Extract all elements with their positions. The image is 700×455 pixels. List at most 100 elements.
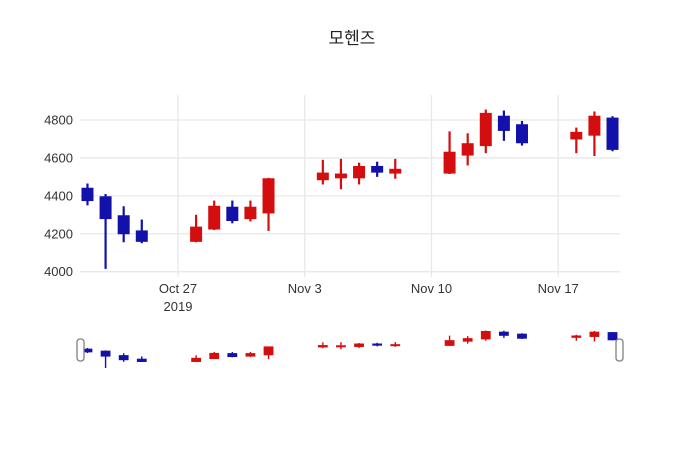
candle-body xyxy=(316,172,329,181)
candle-body xyxy=(99,196,112,220)
y-tick-label: 4600 xyxy=(44,150,73,165)
mini-candle-2019-11-01 xyxy=(263,346,274,360)
mini-candle-2019-11-08 xyxy=(390,342,401,347)
candle-2019-10-29[interactable] xyxy=(208,200,221,230)
candle-2019-11-04[interactable] xyxy=(316,159,329,185)
candle-2019-10-30[interactable] xyxy=(226,200,239,224)
mini-candle-2019-10-31 xyxy=(245,351,256,357)
candle-body xyxy=(606,117,619,150)
mini-candle-body xyxy=(571,335,582,338)
candle-body xyxy=(479,112,492,147)
mini-candle-body xyxy=(372,343,383,346)
rangeslider-right-handle[interactable] xyxy=(615,338,624,362)
mini-candle-body xyxy=(607,332,618,341)
candle-2019-10-28[interactable] xyxy=(190,214,203,243)
mini-candle-body xyxy=(100,350,111,357)
candle-2019-11-05[interactable] xyxy=(334,158,347,190)
candle-2019-10-24[interactable] xyxy=(117,206,130,243)
candle-2019-11-20[interactable] xyxy=(606,116,619,152)
candle-2019-10-31[interactable] xyxy=(244,200,257,222)
x-tick-label: Oct 27 xyxy=(159,281,197,296)
mini-candle-body xyxy=(317,345,328,348)
mini-candle-2019-11-07 xyxy=(372,342,383,347)
mini-candle-2019-11-20 xyxy=(607,332,618,341)
mini-candle-body xyxy=(263,346,274,356)
candle-body xyxy=(570,131,583,140)
mini-candle-body xyxy=(191,357,202,362)
candles-series[interactable] xyxy=(81,109,619,269)
plot-area[interactable] xyxy=(80,95,620,277)
mini-candle-2019-10-23 xyxy=(100,350,111,369)
mini-candle-2019-10-30 xyxy=(227,351,238,358)
mini-candle-2019-11-13 xyxy=(480,330,491,341)
mini-candle-body xyxy=(336,345,346,348)
candle-2019-11-12[interactable] xyxy=(461,133,474,166)
mini-candle-2019-10-29 xyxy=(209,351,220,360)
y-tick-label: 4400 xyxy=(44,188,73,203)
mini-candle-2019-10-25 xyxy=(136,356,147,363)
candle-2019-11-07[interactable] xyxy=(371,161,384,177)
gridlines xyxy=(80,95,620,277)
mini-candle-body xyxy=(245,353,256,357)
x-tick-label: Nov 17 xyxy=(538,281,579,296)
x-tick-label: Nov 10 xyxy=(411,281,452,296)
candle-body xyxy=(244,206,257,220)
mini-candle-2019-11-15 xyxy=(517,333,527,339)
mini-candle-body xyxy=(462,338,473,342)
candle-2019-10-25[interactable] xyxy=(135,219,148,244)
candle-body xyxy=(190,226,203,242)
candle-body xyxy=(389,168,402,174)
mini-candle-body xyxy=(517,333,527,339)
candle-body xyxy=(226,206,239,221)
candle-2019-11-13[interactable] xyxy=(479,109,492,154)
candle-body xyxy=(117,215,130,235)
mini-candle-body xyxy=(136,358,147,362)
rangeslider-left-handle[interactable] xyxy=(76,338,85,362)
mini-candle-body xyxy=(480,330,491,340)
candle-2019-10-23[interactable] xyxy=(99,193,112,269)
mini-candle-body xyxy=(390,344,401,347)
rangeslider-track[interactable] xyxy=(80,329,620,371)
rangeslider[interactable] xyxy=(76,329,624,371)
mini-candle-2019-11-18 xyxy=(571,334,582,341)
candle-body xyxy=(208,205,221,230)
mini-candle-body xyxy=(354,343,364,347)
mini-candle-body xyxy=(118,355,129,361)
x-tick-label: Nov 3 xyxy=(288,281,322,296)
mini-candle-2019-11-04 xyxy=(317,342,328,349)
candle-body xyxy=(81,187,94,202)
candle-2019-11-18[interactable] xyxy=(570,127,583,154)
candle-body xyxy=(135,230,148,242)
candle-body xyxy=(588,115,601,136)
y-axis-tick-labels: 4000 4200 4400 4600 4800 xyxy=(44,113,73,280)
candle-2019-11-19[interactable] xyxy=(588,111,601,157)
mini-candle-2019-11-11 xyxy=(444,335,455,346)
rangeslider-handles xyxy=(76,338,624,362)
candle-body xyxy=(353,165,366,179)
candle-2019-11-08[interactable] xyxy=(389,158,402,179)
y-tick-label: 4800 xyxy=(44,113,73,128)
candle-2019-11-06[interactable] xyxy=(353,162,366,185)
mini-candle-body xyxy=(589,331,600,337)
mini-candle-2019-11-19 xyxy=(589,330,600,342)
x-axis-tick-labels: Oct 27 2019 Nov 3 Nov 10 Nov 17 xyxy=(159,281,579,314)
y-tick-label: 4200 xyxy=(44,226,73,241)
candle-body xyxy=(443,151,456,174)
candle-body xyxy=(497,115,510,131)
mini-candle-body xyxy=(498,331,509,336)
mini-candle-body xyxy=(444,340,455,346)
candle-2019-11-01[interactable] xyxy=(262,177,275,231)
mini-candle-2019-11-05 xyxy=(336,342,346,350)
candle-body xyxy=(371,165,384,173)
candle-2019-11-15[interactable] xyxy=(515,120,528,146)
candle-2019-11-14[interactable] xyxy=(497,110,510,141)
y-tick-label: 4000 xyxy=(44,264,73,279)
mini-candle-2019-11-14 xyxy=(498,330,509,338)
x-tick-sublabel: 2019 xyxy=(164,299,193,314)
candle-2019-11-11[interactable] xyxy=(443,131,456,175)
mini-candle-2019-10-24 xyxy=(118,353,129,362)
candle-body xyxy=(515,124,528,144)
candle-2019-10-22[interactable] xyxy=(81,183,94,206)
